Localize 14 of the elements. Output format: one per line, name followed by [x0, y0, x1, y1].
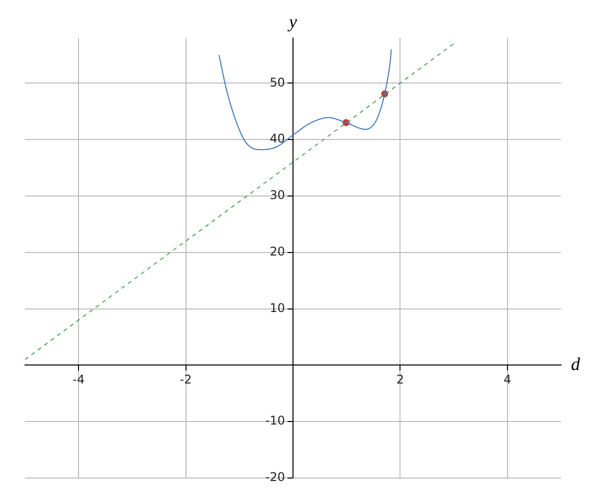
y-tick-label: 10 — [270, 300, 285, 315]
line-series — [218, 48, 392, 150]
x-axis-title: d — [571, 354, 581, 374]
y-tick-label: 50 — [270, 75, 285, 90]
y-tick-label: 30 — [270, 188, 285, 202]
x-tick-label: -2 — [180, 372, 192, 387]
x-tick-label: 4 — [504, 372, 512, 387]
y-axis-title: y — [287, 12, 297, 32]
y-tick-label: 20 — [270, 244, 285, 258]
x-tick-label: -4 — [72, 372, 85, 387]
x-tick-label: 2 — [396, 372, 404, 387]
y-tick-label: -10 — [265, 414, 285, 428]
y-tick-label: -20 — [265, 470, 285, 484]
y-tick-label: 40 — [270, 132, 285, 146]
